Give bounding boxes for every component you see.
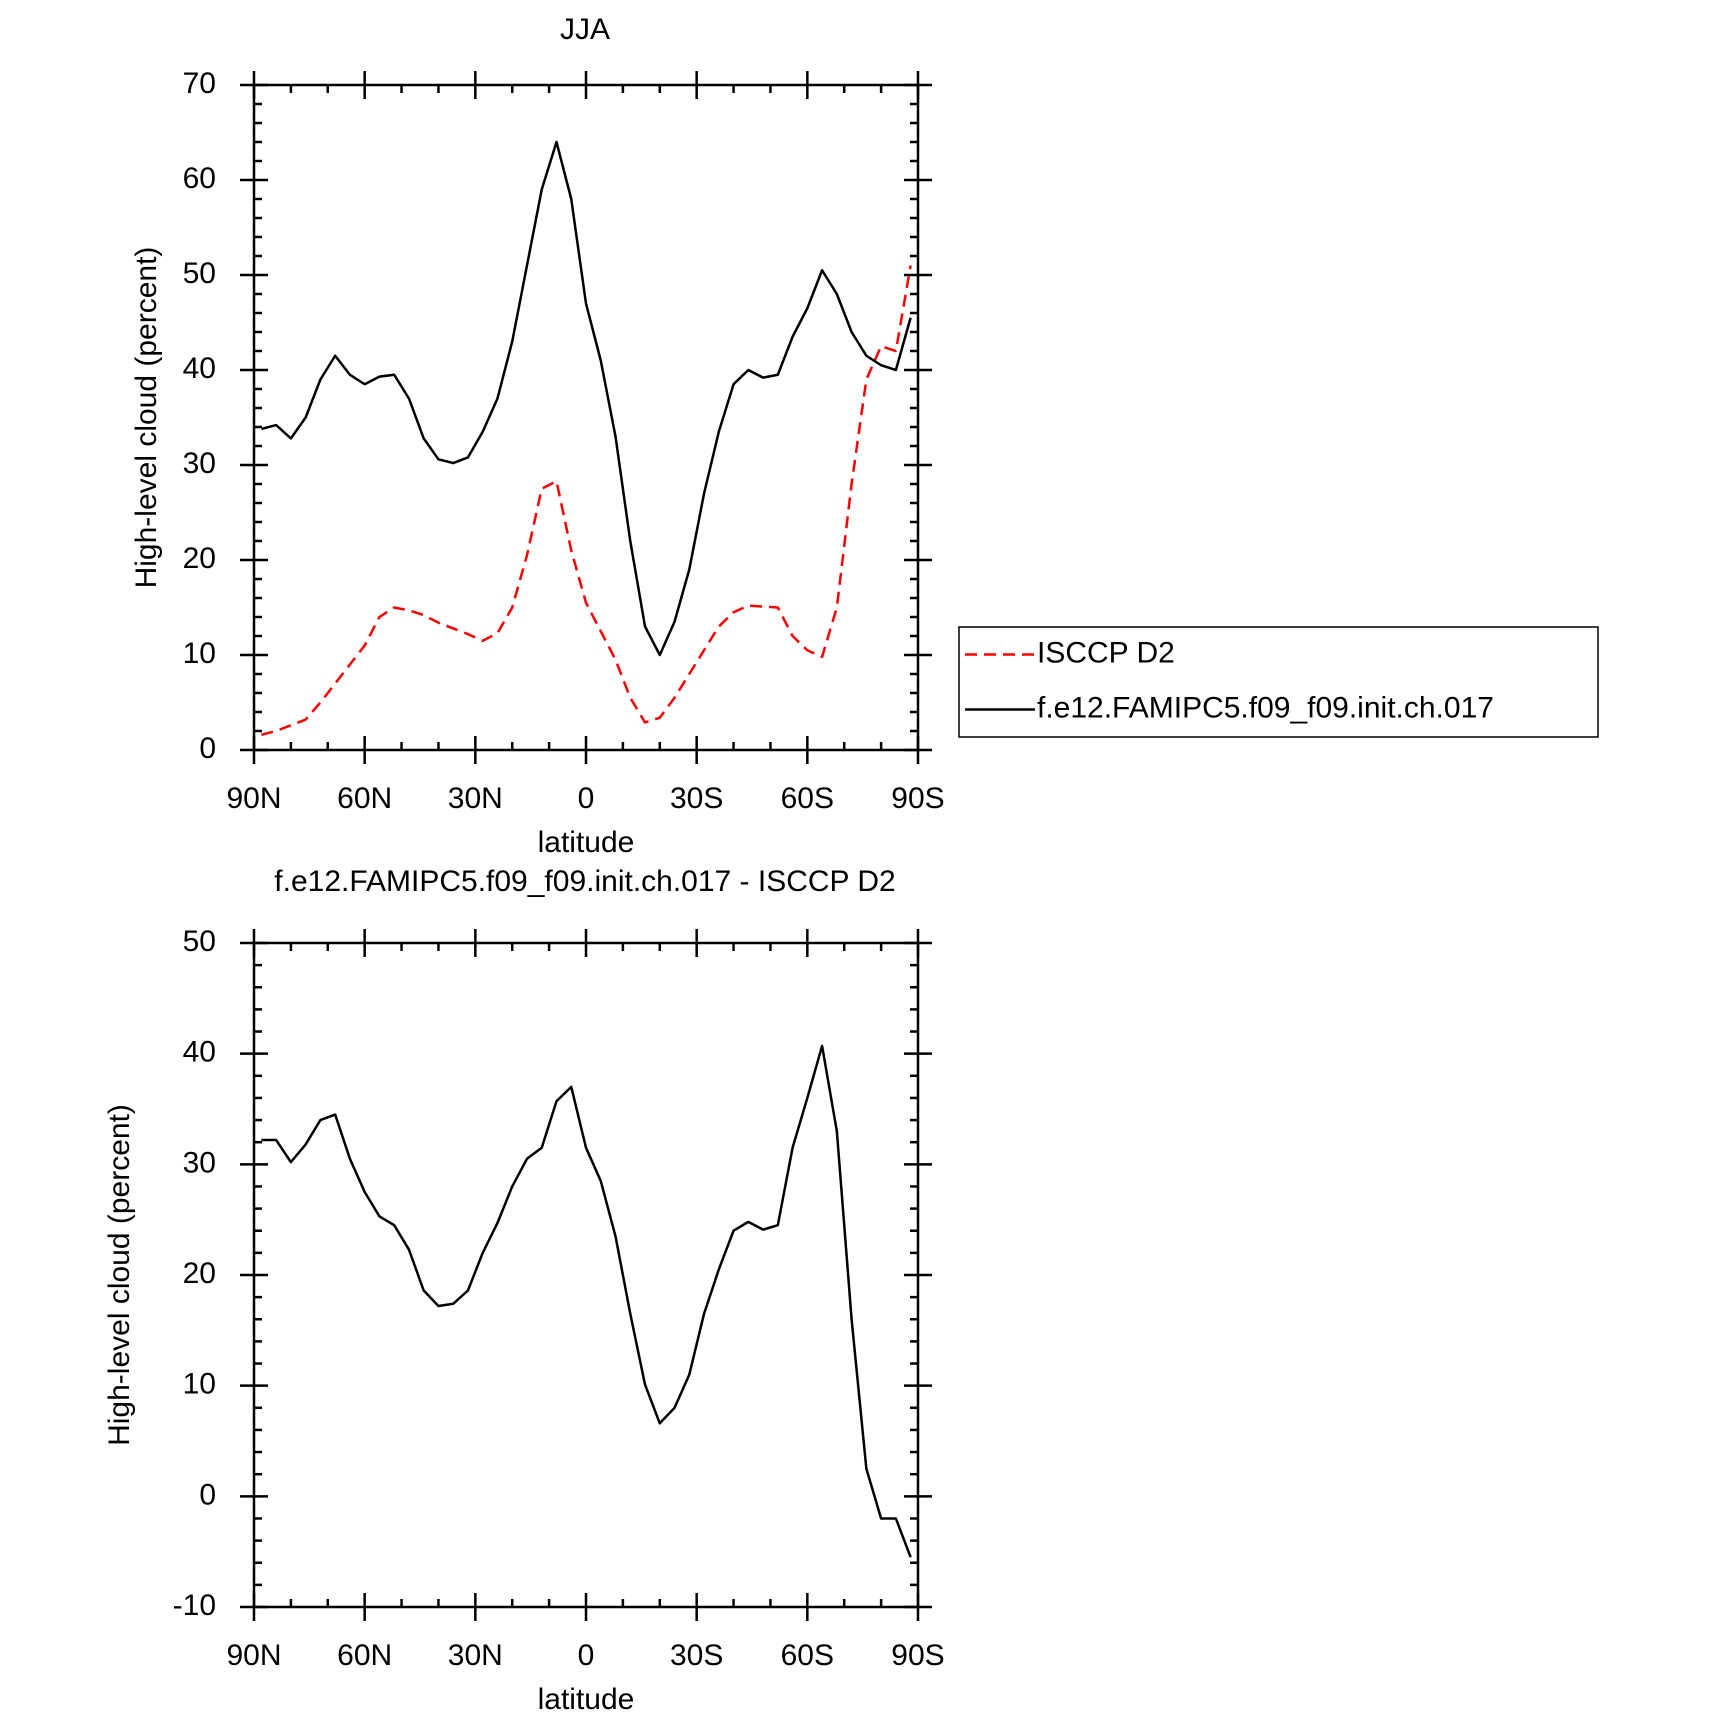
legend-box bbox=[958, 626, 1599, 738]
y-tick-label: 40 bbox=[183, 352, 216, 385]
y-tick-label: 0 bbox=[199, 732, 216, 765]
y-tick-label: 50 bbox=[183, 925, 216, 958]
x-tick-label: 60S bbox=[781, 1639, 834, 1672]
y-tick-label: 70 bbox=[183, 67, 216, 100]
y-axis-title: High-level cloud (percent) bbox=[130, 247, 163, 589]
y-tick-label: 0 bbox=[199, 1478, 216, 1511]
x-tick-label: 30N bbox=[448, 782, 503, 815]
plot-frame bbox=[252, 941, 920, 1609]
x-tick-label: 60N bbox=[337, 1639, 392, 1672]
y-tick-label: 10 bbox=[183, 637, 216, 670]
x-tick-label: 90N bbox=[226, 1639, 281, 1672]
x-axis-title: latitude bbox=[538, 1683, 635, 1716]
y-tick-label: 10 bbox=[183, 1368, 216, 1401]
data-line bbox=[261, 140, 912, 657]
x-tick-label: 0 bbox=[578, 1639, 595, 1672]
y-tick-label: -10 bbox=[173, 1589, 216, 1622]
x-tick-label: 60N bbox=[337, 782, 392, 815]
legend-label: ISCCP D2 bbox=[1037, 636, 1175, 669]
x-axis-title: latitude bbox=[538, 826, 635, 859]
x-tick-label: 30S bbox=[670, 782, 723, 815]
x-tick-label: 0 bbox=[578, 782, 595, 815]
y-tick-label: 40 bbox=[183, 1036, 216, 1069]
y-tick-label: 60 bbox=[183, 162, 216, 195]
y-tick-label: 30 bbox=[183, 1146, 216, 1179]
chart-title: JJA bbox=[560, 13, 610, 46]
y-axis-title: High-level cloud (percent) bbox=[103, 1104, 136, 1446]
x-tick-label: 60S bbox=[781, 782, 834, 815]
x-tick-label: 30N bbox=[448, 1639, 503, 1672]
x-tick-label: 90S bbox=[891, 1639, 944, 1672]
legend-label: f.e12.FAMIPC5.f09_f09.init.ch.017 bbox=[1037, 691, 1494, 724]
y-tick-label: 50 bbox=[183, 257, 216, 290]
y-tick-label: 30 bbox=[183, 447, 216, 480]
x-tick-label: 30S bbox=[670, 1639, 723, 1672]
x-tick-label: 90N bbox=[226, 782, 281, 815]
x-tick-label: 90S bbox=[891, 782, 944, 815]
y-tick-label: 20 bbox=[183, 542, 216, 575]
data-line bbox=[261, 1044, 912, 1558]
chart-title: f.e12.FAMIPC5.f09_f09.init.ch.017 - ISCC… bbox=[274, 865, 895, 898]
y-tick-label: 20 bbox=[183, 1257, 216, 1290]
data-line bbox=[261, 265, 912, 737]
plot-frame bbox=[252, 83, 920, 752]
